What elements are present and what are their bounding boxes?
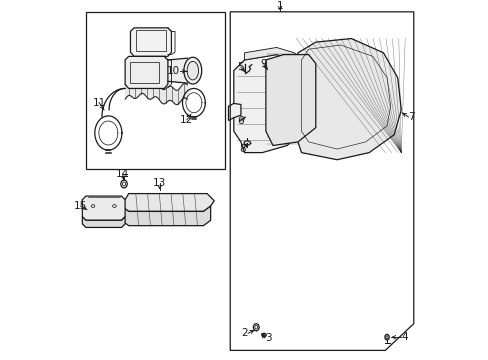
Ellipse shape xyxy=(187,61,198,80)
Text: 1: 1 xyxy=(276,1,283,12)
Polygon shape xyxy=(294,39,401,160)
Text: 9: 9 xyxy=(260,59,266,68)
Ellipse shape xyxy=(121,180,127,188)
Text: 3: 3 xyxy=(264,333,271,343)
Text: 2: 2 xyxy=(241,328,247,338)
Polygon shape xyxy=(233,55,301,153)
Polygon shape xyxy=(301,71,308,135)
Text: 5: 5 xyxy=(237,62,244,72)
Text: 13: 13 xyxy=(153,178,166,188)
Polygon shape xyxy=(125,57,167,89)
Text: 8: 8 xyxy=(239,144,245,154)
Text: 12: 12 xyxy=(180,115,193,125)
Ellipse shape xyxy=(253,324,259,331)
Text: 4: 4 xyxy=(401,332,407,342)
Polygon shape xyxy=(82,217,125,228)
Polygon shape xyxy=(265,55,315,145)
Polygon shape xyxy=(228,103,241,121)
Ellipse shape xyxy=(183,57,202,84)
Polygon shape xyxy=(82,196,125,220)
Text: 7: 7 xyxy=(407,112,414,122)
Polygon shape xyxy=(244,48,301,71)
Bar xyxy=(136,30,166,51)
Text: 10: 10 xyxy=(166,66,179,76)
Ellipse shape xyxy=(244,141,250,145)
Text: 14: 14 xyxy=(116,169,129,179)
Text: 15: 15 xyxy=(74,201,87,211)
Ellipse shape xyxy=(262,333,265,337)
Bar xyxy=(130,62,159,83)
Polygon shape xyxy=(122,206,210,226)
Polygon shape xyxy=(122,194,214,211)
Bar xyxy=(86,12,224,168)
Polygon shape xyxy=(130,28,171,57)
Ellipse shape xyxy=(384,334,388,340)
Text: 11: 11 xyxy=(92,98,105,108)
Text: 6: 6 xyxy=(236,116,243,126)
